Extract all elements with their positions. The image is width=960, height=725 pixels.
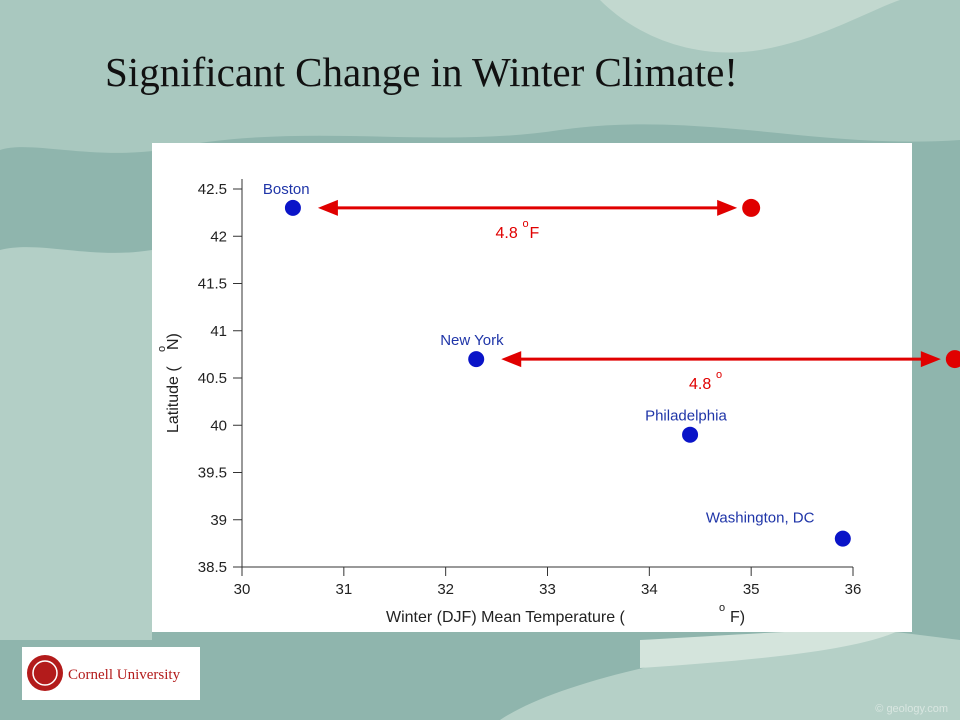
point	[742, 198, 761, 217]
point-label: Boston	[263, 181, 310, 198]
x-tick-label: 33	[539, 581, 556, 598]
annotation-sup: o	[716, 369, 722, 381]
y-tick-label: 40	[210, 417, 227, 434]
point-label: New York	[440, 332, 504, 349]
annotation-sup: o	[523, 218, 529, 230]
y-tick-label: 39	[210, 512, 227, 529]
point	[468, 351, 485, 368]
arrow-head	[717, 199, 738, 216]
point-label: Washington, DC	[706, 510, 815, 527]
y-tick-label: 40.5	[198, 370, 227, 387]
annotation: 4.8	[689, 376, 711, 393]
x-tick-label: 34	[641, 581, 658, 598]
point	[834, 530, 851, 547]
map-island	[640, 629, 900, 668]
x-tick-label: 32	[437, 581, 454, 598]
arrow-head	[920, 351, 941, 368]
slide-title: Significant Change in Winter Climate!	[105, 49, 738, 95]
point-label: Philadelphia	[645, 408, 727, 425]
credit: © geology.com	[875, 703, 948, 715]
y-tick-label: 42.5	[198, 181, 227, 198]
x-axis-label: Winter (DJF) Mean Temperature (	[386, 609, 626, 626]
x-axis-label-sup: o	[719, 602, 725, 614]
y-axis-label: Latitude (	[165, 366, 182, 433]
point	[682, 426, 699, 443]
y-tick-label: 41	[210, 323, 227, 340]
x-tick-label: 35	[743, 581, 760, 598]
arrow-head	[501, 351, 522, 368]
chart-panel	[152, 143, 912, 632]
y-axis-label-unit: N)	[165, 333, 182, 350]
x-tick-label: 31	[335, 581, 352, 598]
x-tick-label: 36	[845, 581, 862, 598]
x-axis-label-unit: F)	[730, 609, 745, 626]
logo-seal-ring	[32, 660, 58, 686]
logo-text: Cornell University	[68, 667, 181, 683]
y-tick-label: 39.5	[198, 465, 227, 482]
arrow-head	[317, 199, 338, 216]
y-tick-label: 42	[210, 228, 227, 245]
y-axis-label-sup: o	[156, 346, 168, 352]
x-tick-label: 30	[234, 581, 251, 598]
y-tick-label: 41.5	[198, 276, 227, 293]
map-land	[600, 0, 900, 53]
annotation: 4.8	[496, 225, 518, 242]
map-land	[0, 247, 152, 640]
y-tick-label: 38.5	[198, 559, 227, 576]
annotation-unit: F	[530, 225, 540, 242]
map-land	[500, 630, 960, 720]
point	[284, 199, 301, 216]
point	[945, 350, 960, 369]
